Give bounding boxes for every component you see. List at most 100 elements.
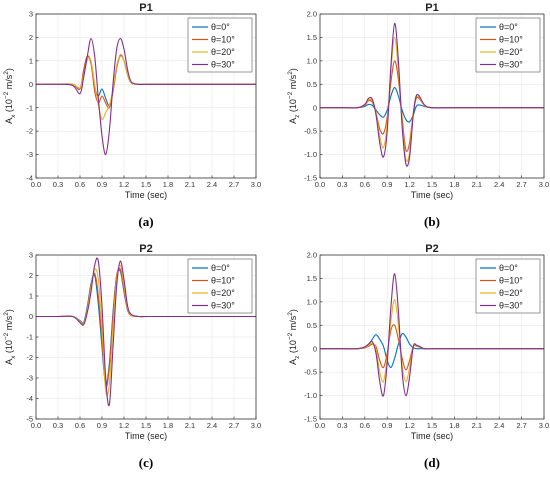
y-axis-label: Ax (10−2 m/s2) [3, 68, 17, 124]
x-axis-label: Time (sec) [411, 431, 453, 441]
x-tick-label: 1.2 [119, 180, 129, 189]
x-tick-label: 0.0 [31, 421, 41, 430]
series-line-4 [320, 22, 544, 167]
y-label-part: m/s [288, 74, 298, 91]
x-tick-label: 0.3 [53, 421, 63, 430]
y-tick-label: 1.0 [307, 297, 317, 306]
axes-frame [319, 13, 545, 179]
y-axis-label: Ax (10−2 m/s2) [3, 309, 17, 365]
legend-label-4: θ=30° [211, 301, 235, 311]
y-tick-label: -2 [26, 353, 33, 362]
x-tick-label: 2.1 [472, 180, 482, 189]
x-tick-label: 2.4 [207, 180, 217, 189]
x-tick-label: 3.0 [251, 421, 261, 430]
y-label-part: (10 [4, 340, 14, 356]
legend: θ=0° θ=10° θ=20° θ=30° [475, 258, 541, 314]
y-axis-label: Az (10−2 m/s2) [287, 309, 301, 365]
x-tick-label: 3.0 [539, 421, 549, 430]
y-label-part: z [294, 356, 301, 359]
y-label-part: m/s [4, 315, 14, 332]
x-axis-label: Time (sec) [125, 431, 167, 441]
x-tick-label: 2.4 [494, 180, 504, 189]
y-label-part: ) [4, 309, 14, 312]
series-line-4 [320, 273, 544, 397]
y-label-part: 2 [287, 71, 294, 75]
y-label-part: x [10, 114, 17, 118]
x-tick-label: 3.0 [539, 180, 549, 189]
y-tick-label: 0 [313, 103, 317, 112]
x-tick-label: 0.3 [53, 180, 63, 189]
y-tick-label: -1.0 [304, 150, 317, 159]
y-label-part: ) [288, 68, 298, 71]
legend-label-2: θ=10° [499, 276, 523, 286]
legend-label-4: θ=30° [211, 60, 235, 70]
x-tick-label: 1.5 [141, 180, 151, 189]
legend-label-3: θ=20° [211, 288, 235, 298]
y-tick-label: -1 [26, 333, 33, 342]
y-tick-label: -4 [26, 174, 33, 183]
legend-label-1: θ=0° [211, 263, 230, 273]
x-tick-label: 0.3 [337, 421, 347, 430]
x-tick-label: 2.7 [229, 180, 239, 189]
x-tick-label: 0.9 [382, 421, 392, 430]
y-label-part: −2 [3, 91, 10, 99]
y-tick-label: -1.5 [304, 415, 317, 424]
y-label-part: 2 [287, 312, 294, 316]
legend-label-3: θ=20° [499, 288, 523, 298]
y-tick-label: 0 [29, 312, 33, 321]
chart-panel-2: 0.0 0.3 0.6 0.9 1.2 1.5 1.8 2.1 2.4 2.7 3.0 -1.5 -1.… [287, 2, 549, 229]
y-label-part: (10 [288, 340, 298, 356]
legend-label-2: θ=10° [211, 276, 235, 286]
y-label-part: m/s [4, 74, 14, 91]
y-label-part: 2 [3, 71, 10, 75]
legend-label-4: θ=30° [499, 60, 523, 70]
y-tick-label: 1.5 [307, 33, 317, 42]
legend-label-4: θ=30° [499, 301, 523, 311]
x-tick-label: 1.8 [163, 180, 173, 189]
legend: θ=0° θ=10° θ=20° θ=30° [187, 17, 253, 73]
x-tick-label: 3.0 [251, 180, 261, 189]
x-tick-label: 1.5 [427, 421, 437, 430]
y-tick-label: -1.0 [304, 391, 317, 400]
x-tick-label: 2.4 [494, 421, 504, 430]
series-group [320, 273, 544, 397]
legend-label-1: θ=0° [499, 22, 518, 32]
x-tick-label: 2.1 [185, 180, 195, 189]
x-tick-label: 1.8 [449, 421, 459, 430]
y-tick-label: -3 [26, 150, 33, 159]
y-tick-label: 2 [29, 271, 33, 280]
x-tick-label: 0.6 [75, 180, 85, 189]
legend-label-2: θ=10° [499, 35, 523, 45]
y-tick-label: -0.5 [304, 127, 317, 136]
x-tick-label: 1.2 [404, 421, 414, 430]
chart-panel-4: 0.0 0.3 0.6 0.9 1.2 1.5 1.8 2.1 2.4 2.7 3.0 -1.5 -1.… [287, 243, 549, 470]
x-tick-label: 0.9 [382, 180, 392, 189]
x-tick-label: 1.8 [449, 180, 459, 189]
x-axis-label: Time (sec) [411, 190, 453, 200]
x-tick-label: 1.8 [163, 421, 173, 430]
y-label-part: ) [4, 68, 14, 71]
y-axis-label: Az (10−2 m/s2) [287, 68, 301, 124]
x-tick-label: 2.7 [516, 180, 526, 189]
y-tick-label: -1 [26, 103, 33, 112]
legend-label-3: θ=20° [211, 47, 235, 57]
y-tick-label: -4 [26, 394, 33, 403]
y-tick-label: -1.5 [304, 174, 317, 183]
y-label-part: A [4, 118, 14, 124]
y-label-part: A [288, 359, 298, 365]
y-tick-label: 2.0 [307, 251, 317, 260]
chart-title: P1 [139, 2, 152, 14]
y-tick-label: 1 [29, 56, 33, 65]
series-line-4 [36, 257, 256, 407]
x-tick-label: 1.5 [141, 421, 151, 430]
y-tick-label: -3 [26, 374, 33, 383]
y-label-part: A [4, 359, 14, 365]
x-tick-label: 0.6 [360, 421, 370, 430]
y-label-part: z [294, 115, 301, 118]
y-label-part: x [10, 355, 17, 359]
x-tick-label: 1.2 [404, 180, 414, 189]
series-group [36, 257, 256, 407]
panel-label: (a) [138, 214, 153, 229]
y-tick-label: 1 [29, 292, 33, 301]
